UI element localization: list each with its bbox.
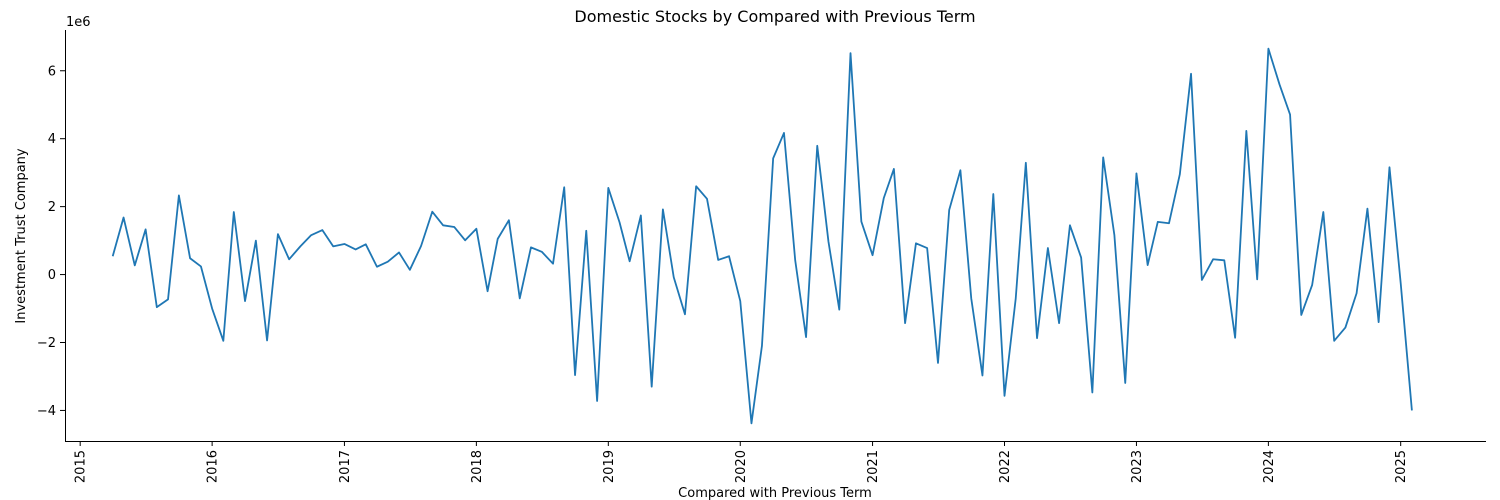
x-tick-label: 2020 — [734, 450, 749, 483]
x-tick-label: 2017 — [338, 450, 353, 483]
x-tick-label: 2018 — [470, 450, 485, 483]
y-offset-label: 1e6 — [66, 15, 91, 30]
y-axis-label: Investment Trust Company — [14, 148, 29, 324]
x-tick-label: 2023 — [1130, 450, 1145, 483]
y-tick-label: 0 — [48, 268, 56, 283]
x-tick-label: 2019 — [602, 450, 617, 483]
series-line — [111, 47, 1413, 425]
x-tick-label: 2022 — [998, 450, 1013, 483]
x-tick-label: 2016 — [206, 450, 221, 483]
y-tick-label: 2 — [48, 200, 56, 215]
chart-title: Domestic Stocks by Compared with Previou… — [574, 7, 975, 26]
y-axis-ticks: −4 −2 0 2 4 6 — [37, 64, 65, 419]
x-tick-label: 2015 — [74, 450, 89, 483]
x-tick-label: 2024 — [1262, 450, 1277, 483]
x-axis-ticks: 2015 2016 2017 2018 2019 2020 2021 2022 2023 2024… — [74, 441, 1409, 483]
y-tick-label: −2 — [37, 336, 56, 351]
y-tick-label: 4 — [48, 132, 56, 147]
y-tick-label: −4 — [37, 404, 56, 419]
x-tick-label: 2021 — [866, 450, 881, 483]
x-axis-label: Compared with Previous Term — [678, 486, 872, 500]
x-tick-label: 2025 — [1394, 450, 1409, 483]
y-tick-label: 6 — [48, 64, 56, 79]
